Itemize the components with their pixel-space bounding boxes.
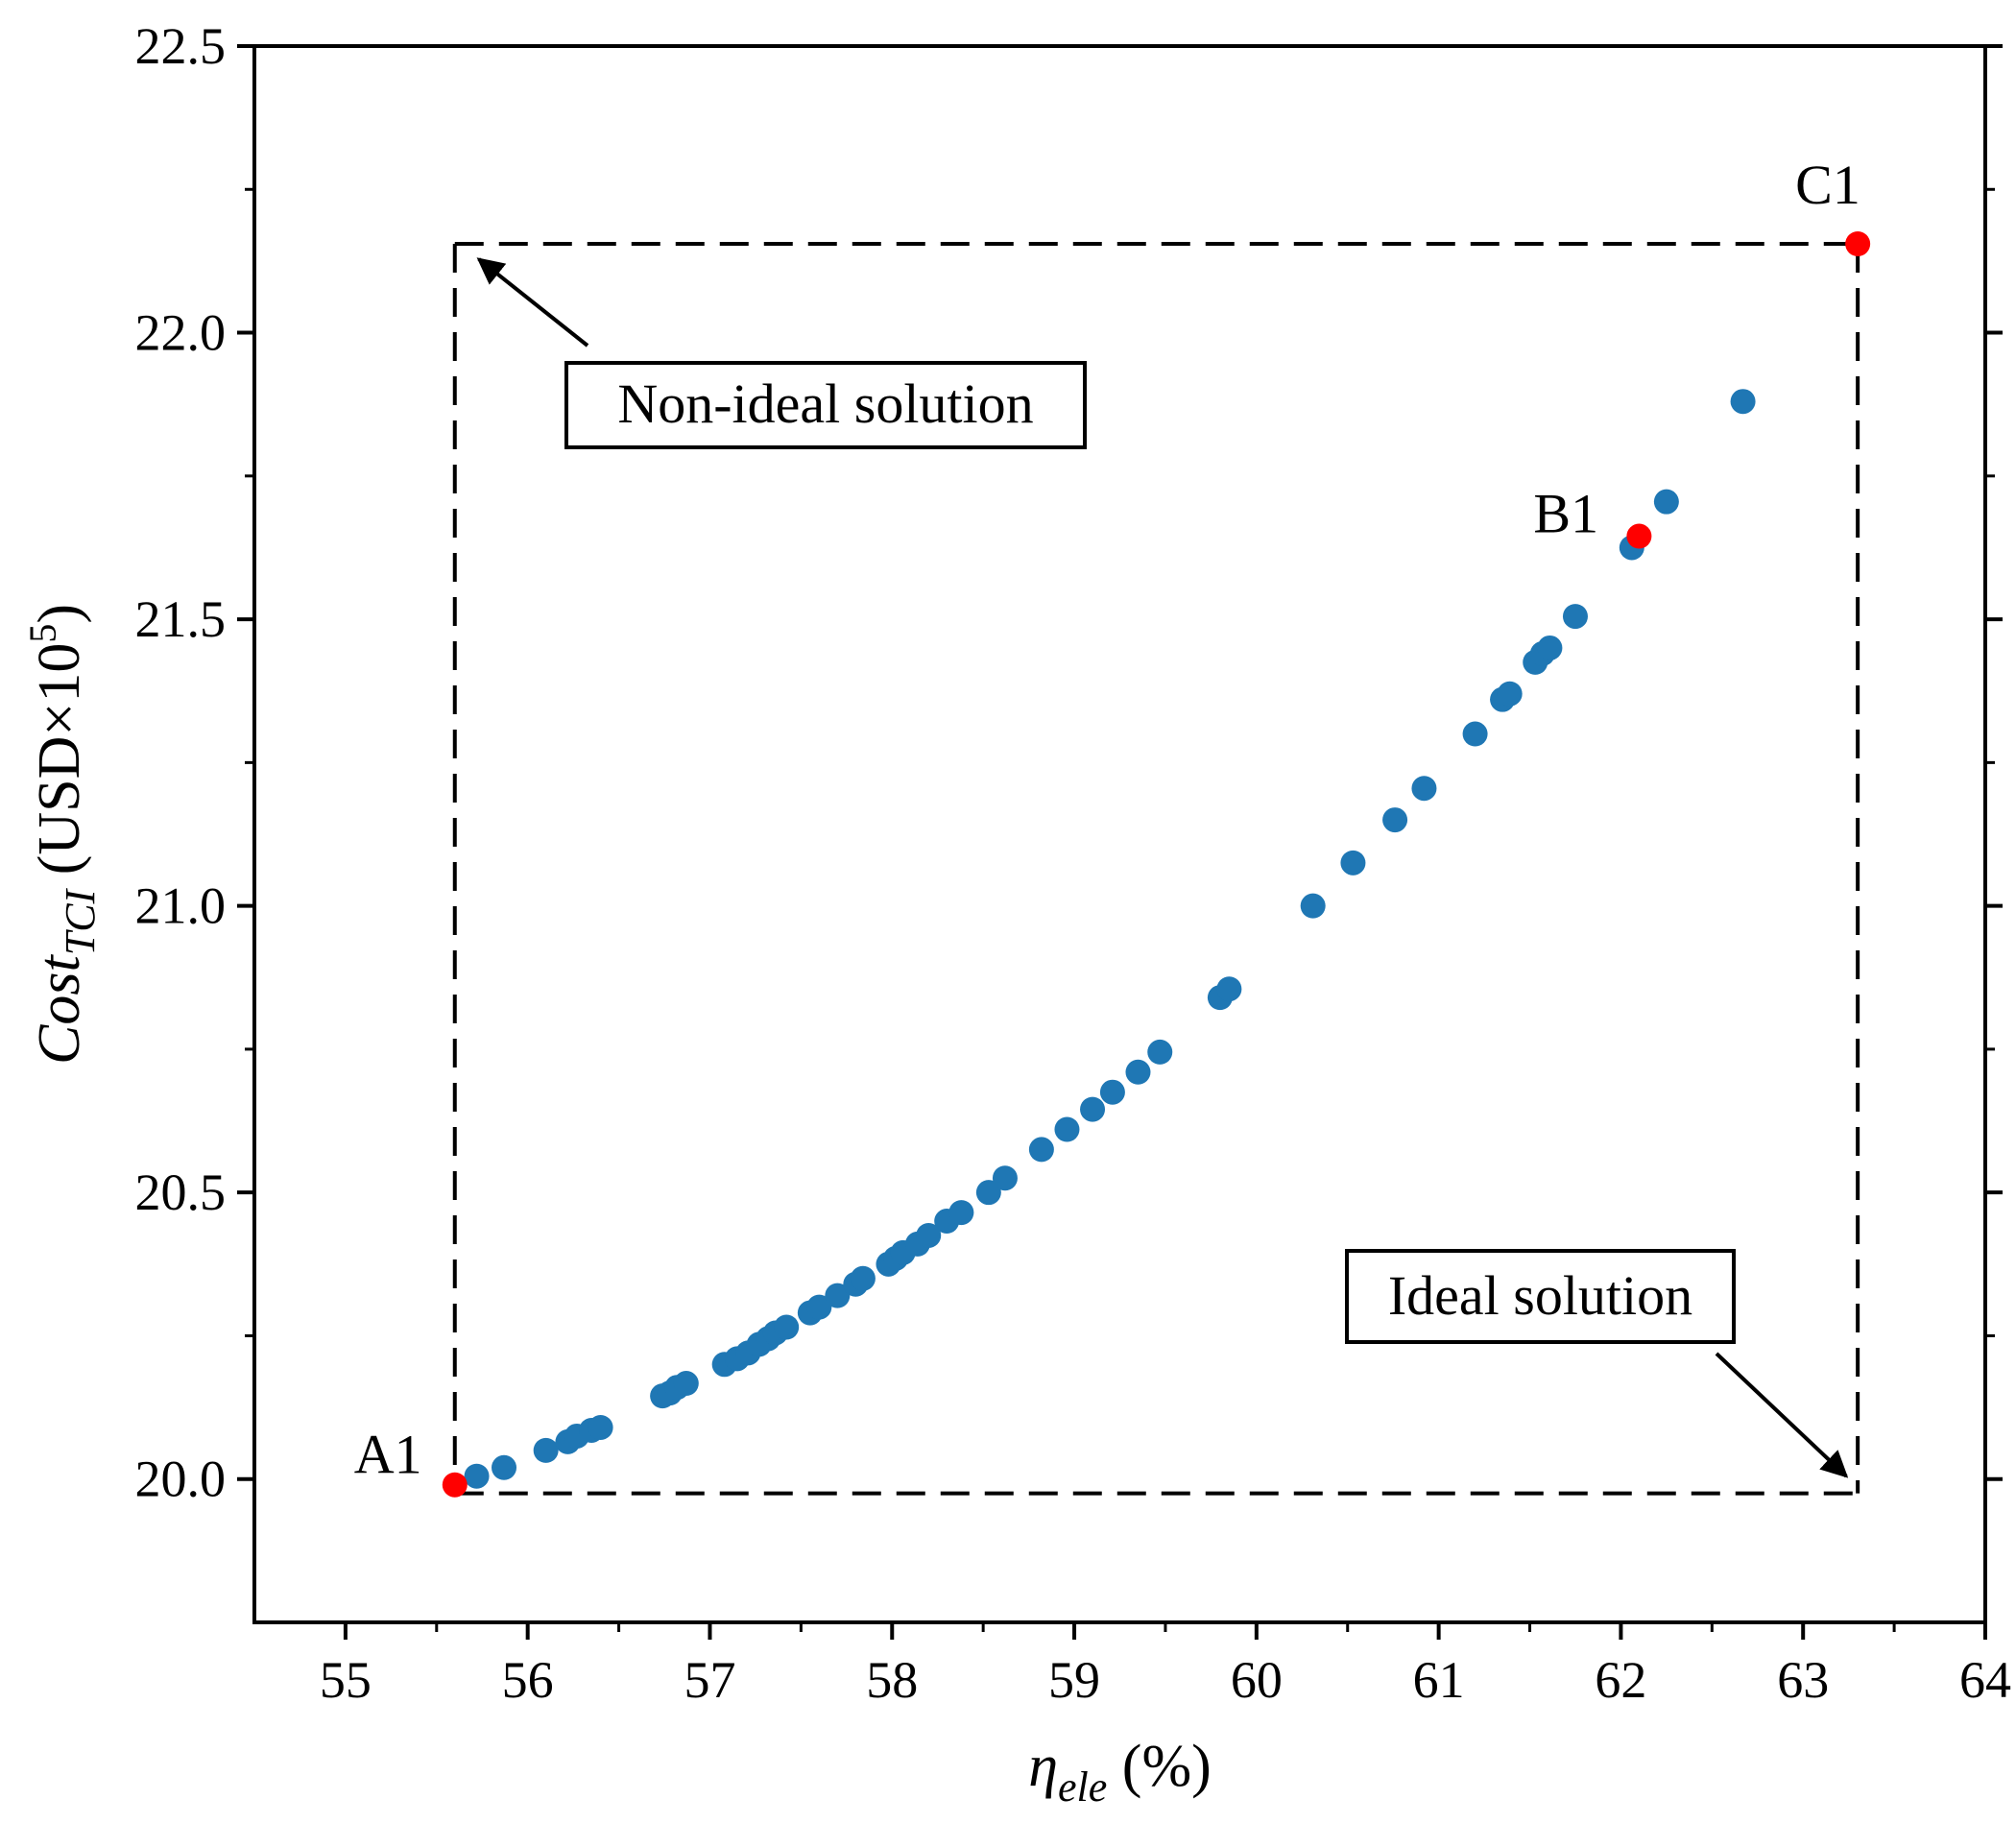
data-point-37 (1125, 1059, 1151, 1085)
annotation-arrow-ideal (1715, 1352, 1849, 1478)
x-axis-title-subscript: ele (1058, 1763, 1107, 1811)
y-axis-title-subscript: TCI (57, 887, 104, 955)
data-point-7 (588, 1414, 613, 1440)
point-label-b1: B1 (1533, 483, 1598, 545)
y-tick-label-20.0: 20.0 (135, 1451, 227, 1508)
data-point-11 (673, 1371, 699, 1397)
data-point-18 (774, 1314, 800, 1340)
data-point-21 (825, 1283, 851, 1308)
data-point-40 (1216, 976, 1242, 1002)
data-point-3 (533, 1437, 559, 1463)
y-axis-title-superscript: 5 (21, 624, 64, 643)
data-point-38 (1147, 1039, 1173, 1065)
data-point-50 (1537, 635, 1563, 660)
x-tick-label-61: 61 (1413, 1651, 1465, 1709)
selected-point-3 (1845, 230, 1871, 256)
x-tick-label-62: 62 (1595, 1651, 1646, 1709)
data-point-31 (975, 1180, 1001, 1206)
x-tick-label-59: 59 (1048, 1651, 1100, 1709)
data-point-41 (1300, 893, 1326, 919)
data-point-53 (1653, 489, 1679, 515)
data-point-42 (1340, 850, 1366, 876)
data-point-2 (492, 1454, 517, 1480)
x-axis-title-unit: (%) (1107, 1734, 1211, 1799)
data-point-30 (948, 1200, 974, 1226)
y-axis-title-close: ) (27, 604, 92, 624)
series-selected-solutions (442, 230, 1871, 1498)
data-point-44 (1411, 776, 1437, 802)
y-axis-title-unit: (USD×10 (27, 643, 92, 890)
data-point-43 (1382, 807, 1408, 833)
annotation-label-non-ideal: Non-ideal solution (617, 372, 1033, 435)
data-point-23 (850, 1265, 876, 1291)
y-tick-label-21.0: 21.0 (135, 877, 227, 935)
data-point-1 (464, 1463, 490, 1489)
annotation-box-non-ideal (564, 361, 1087, 449)
data-point-45 (1462, 721, 1488, 747)
data-point-51 (1562, 604, 1588, 630)
x-tick-label-64: 64 (1959, 1651, 2011, 1709)
annotation-arrow-non-ideal (476, 257, 589, 348)
annotation-box-ideal (1345, 1249, 1736, 1344)
plot-frame (252, 44, 1987, 1624)
x-tick-label-63: 63 (1777, 1651, 1829, 1709)
point-label-a1: A1 (354, 1424, 422, 1486)
data-point-54 (1730, 389, 1756, 415)
x-axis-title: ηele (%) (1028, 1734, 1212, 1811)
x-tick-label-55: 55 (320, 1651, 372, 1709)
point-label-c1: C1 (1795, 154, 1860, 216)
series-pareto-front (464, 389, 1756, 1489)
data-point-34 (1054, 1116, 1080, 1142)
x-tick-label-60: 60 (1231, 1651, 1283, 1709)
y-axis-title: CostTCI (USD×105) (21, 604, 104, 1065)
annotation-label-ideal: Ideal solution (1388, 1264, 1692, 1327)
selected-point-2 (1626, 523, 1652, 549)
y-axis-title-symbol: Cost (27, 954, 92, 1065)
data-point-35 (1080, 1096, 1106, 1122)
x-axis-title-symbol: η (1028, 1734, 1058, 1799)
x-tick-label-57: 57 (684, 1651, 735, 1709)
y-tick-label-21.5: 21.5 (135, 590, 227, 648)
data-point-20 (806, 1294, 832, 1320)
data-point-47 (1497, 681, 1523, 707)
y-tick-label-22.0: 22.0 (135, 304, 227, 362)
x-tick-label-56: 56 (502, 1651, 554, 1709)
data-point-33 (1028, 1137, 1054, 1163)
y-tick-label-22.5: 22.5 (135, 17, 227, 75)
x-tick-label-58: 58 (866, 1651, 918, 1709)
data-point-32 (992, 1165, 1018, 1191)
selected-point-1 (442, 1472, 468, 1498)
y-tick-label-20.5: 20.5 (135, 1163, 227, 1221)
data-point-36 (1099, 1079, 1125, 1105)
data-point-28 (916, 1222, 942, 1248)
